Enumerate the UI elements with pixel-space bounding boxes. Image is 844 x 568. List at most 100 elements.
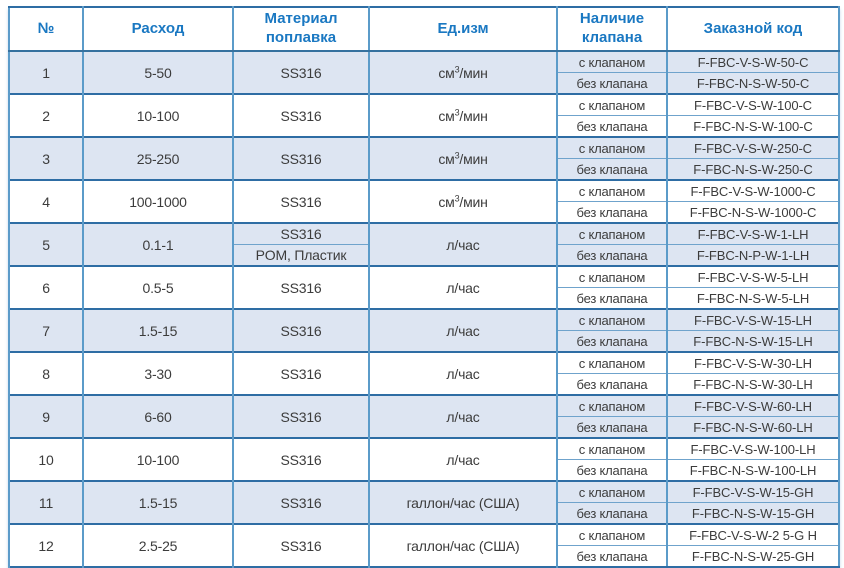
unit-text: л/час <box>446 279 480 296</box>
unit-cell: л/час <box>368 308 558 353</box>
order-code-cell: F-FBC-N-S-W-100-C <box>666 115 840 138</box>
order-code-cell: F-FBC-V-S-W-2 5-G H <box>666 523 840 546</box>
float-material-cell: SS316 <box>232 50 370 95</box>
row-number-cell: 10 <box>8 437 84 482</box>
flow-range-cell: 10-100 <box>82 93 234 138</box>
flowmeter-spec-table: № Расход Материал поплавка Ед.изм Наличи… <box>8 6 840 568</box>
order-code-cell: F-FBC-V-S-W-1-LH <box>666 222 840 245</box>
unit-text: см <box>438 64 455 81</box>
valve-option-cell: с клапаном <box>556 480 668 503</box>
order-code-cell: F-FBC-N-S-W-60-LH <box>666 416 840 439</box>
valve-option-cell: без клапана <box>556 545 668 568</box>
valve-option-cell: без клапана <box>556 115 668 138</box>
row-number-cell: 4 <box>8 179 84 224</box>
table-row: 3 25-250 SS316 см3/мин с клапаном F-FBC-V-S-W… <box>8 136 840 181</box>
valve-option-cell: с клапаном <box>556 523 668 546</box>
float-material-cell: SS316 <box>232 351 370 396</box>
unit-cell: см3/мин <box>368 93 558 138</box>
order-code-cell: F-FBC-N-S-W-100-LH <box>666 459 840 482</box>
float-material-cell: SS316 <box>232 437 370 482</box>
unit-text: см <box>438 107 455 124</box>
valve-option-cell: без клапана <box>556 416 668 439</box>
table-row: 4 100-1000 SS316 см3/мин с клапаном F-FBC-V-S… <box>8 179 840 224</box>
unit-text: л/час <box>446 408 480 425</box>
unit-text: л/час <box>446 236 480 253</box>
unit-cell: л/час <box>368 394 558 439</box>
table-row: 2 10-100 SS316 см3/мин с клапаном F-FBC-V-S-W… <box>8 93 840 138</box>
table-row: 5 0.1-1 SS316 л/час с клапаном F-FBC-V-S-W-1-… <box>8 222 840 267</box>
row-number-cell: 3 <box>8 136 84 181</box>
float-material-cell: SS316 <box>232 179 370 224</box>
table-subrow: без клапана F-FBC-N-S-W-250-C <box>9 158 840 181</box>
flow-range-cell: 6-60 <box>82 394 234 439</box>
valve-option-cell: с клапаном <box>556 265 668 288</box>
order-code-cell: F-FBC-V-S-W-15-GH <box>666 480 840 503</box>
valve-option-cell: без клапана <box>556 201 668 224</box>
valve-option-cell: без клапана <box>556 287 668 310</box>
unit-text: л/час <box>446 365 480 382</box>
unit-cell: см3/мин <box>368 136 558 181</box>
flow-range-cell: 3-30 <box>82 351 234 396</box>
unit-text: галлон/час (США) <box>406 494 520 511</box>
order-code-cell: F-FBC-N-S-W-15-LH <box>666 330 840 353</box>
flow-range-cell: 100-1000 <box>82 179 234 224</box>
unit-text: /мин <box>459 193 488 210</box>
row-number-cell: 8 <box>8 351 84 396</box>
header-float-material: Материал поплавка <box>232 6 370 52</box>
row-number-cell: 6 <box>8 265 84 310</box>
order-code-cell: F-FBC-V-S-W-1000-C <box>666 179 840 202</box>
header-row-number: № <box>8 6 84 52</box>
header-flow-range: Расход <box>82 6 234 52</box>
table-subrow: без клапана F-FBC-N-S-W-1000-C <box>9 201 840 224</box>
table-row: 1 5-50 SS316 см3/мин с клапаном F-FBC-V-S-W-5… <box>8 50 840 95</box>
row-number-cell: 2 <box>8 93 84 138</box>
order-code-cell: F-FBC-N-S-W-15-GH <box>666 502 840 525</box>
flowmeter-spec-table-wrap: № Расход Материал поплавка Ед.изм Наличи… <box>8 6 840 568</box>
flow-range-cell: 5-50 <box>82 50 234 95</box>
row-number-cell: 12 <box>8 523 84 568</box>
table-row: 7 1.5-15 SS316 л/час с клапаном F-FBC-V-S-W-1… <box>8 308 840 353</box>
flow-range-cell: 1.5-15 <box>82 480 234 525</box>
table-body: 1 5-50 SS316 см3/мин с клапаном F-FBC-V-S-W-5… <box>8 50 840 568</box>
order-code-cell: F-FBC-V-S-W-5-LH <box>666 265 840 288</box>
table-row: 9 6-60 SS316 л/час с клапаном F-FBC-V-S-W-60-… <box>8 394 840 439</box>
flow-range-cell: 25-250 <box>82 136 234 181</box>
table-subrow: без клапана F-FBC-N-S-W-100-LH <box>9 459 840 482</box>
valve-option-cell: с клапаном <box>556 394 668 417</box>
valve-option-cell: без клапана <box>556 330 668 353</box>
table-subrow: без клапана F-FBC-N-S-W-5-LH <box>9 287 840 310</box>
unit-text: л/час <box>446 451 480 468</box>
valve-option-cell: без клапана <box>556 158 668 181</box>
unit-superscript: 3 <box>454 106 460 117</box>
unit-superscript: 3 <box>454 63 460 74</box>
table-subrow: без клапана F-FBC-N-S-W-15-GH <box>9 502 840 525</box>
table-subrow: без клапана F-FBC-N-S-W-15-LH <box>9 330 840 353</box>
table-subrow: без клапана F-FBC-N-S-W-50-C <box>9 72 840 95</box>
valve-option-cell: с клапаном <box>556 351 668 374</box>
unit-text: галлон/час (США) <box>406 537 520 554</box>
valve-option-cell: без клапана <box>556 244 668 267</box>
row-number-cell: 11 <box>8 480 84 525</box>
float-material-cell: SS316 <box>232 480 370 525</box>
header-order-code: Заказной код <box>666 6 840 52</box>
float-material-cell: SS316 <box>232 136 370 181</box>
unit-text: л/час <box>446 322 480 339</box>
order-code-cell: F-FBC-V-S-W-30-LH <box>666 351 840 374</box>
row-number-cell: 1 <box>8 50 84 95</box>
table-subrow: без клапана F-FBC-N-S-W-100-C <box>9 115 840 138</box>
order-code-cell: F-FBC-V-S-W-250-C <box>666 136 840 159</box>
unit-cell: л/час <box>368 222 558 267</box>
unit-text: см <box>438 193 455 210</box>
header-unit: Ед.изм <box>368 6 558 52</box>
valve-option-cell: без клапана <box>556 72 668 95</box>
order-code-cell: F-FBC-N-S-W-25-GH <box>666 545 840 568</box>
header-row: № Расход Материал поплавка Ед.изм Наличи… <box>8 6 840 52</box>
table-row: 8 3-30 SS316 л/час с клапаном F-FBC-V-S-W-30-… <box>8 351 840 396</box>
valve-option-cell: с клапаном <box>556 136 668 159</box>
unit-cell: л/час <box>368 351 558 396</box>
order-code-cell: F-FBC-N-S-W-5-LH <box>666 287 840 310</box>
float-material-cell: SS316 <box>232 265 370 310</box>
float-material-cell: SS316 <box>232 308 370 353</box>
valve-option-cell: с клапаном <box>556 50 668 73</box>
unit-text: /мин <box>459 107 488 124</box>
